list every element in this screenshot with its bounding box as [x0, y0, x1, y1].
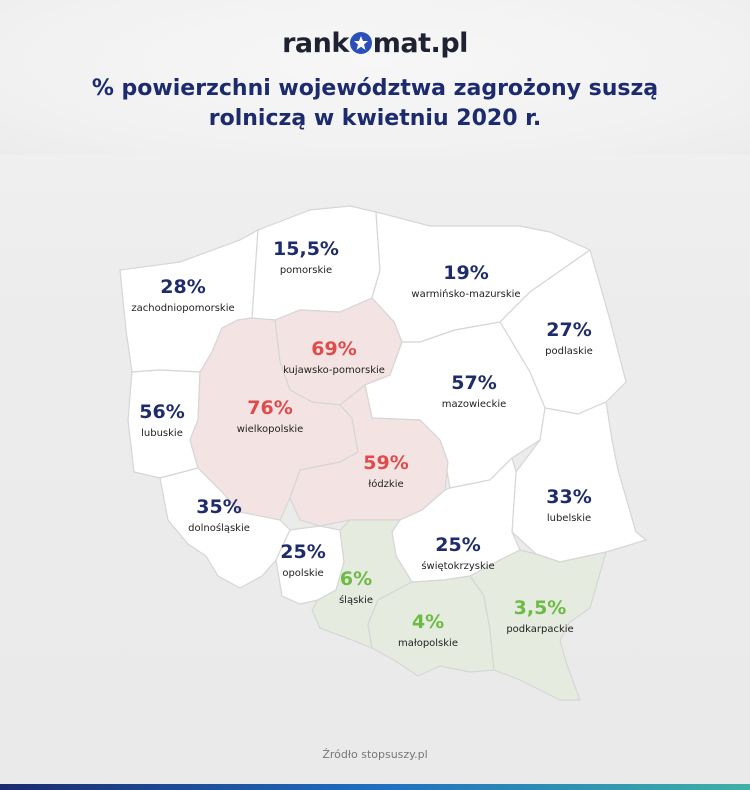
label-pomorskie: pomorskie — [280, 265, 332, 276]
value-podlaskie: 27% — [546, 319, 591, 341]
value-slaskie: 6% — [340, 568, 372, 590]
region-dolnoslaskie[interactable] — [159, 467, 291, 589]
value-lodzkie: 59% — [363, 452, 408, 474]
label-podlaskie: podlaskie — [545, 346, 593, 357]
value-pomorskie: 15,5% — [273, 238, 339, 260]
label-malopolskie: małopolskie — [398, 638, 458, 649]
source-note: Źródło stopsuszy.pl — [322, 748, 428, 761]
region-podkarpackie[interactable] — [469, 549, 607, 701]
value-lubuskie: 56% — [139, 401, 184, 423]
label-zachodniopomorskie: zachodniopomorskie — [131, 303, 234, 314]
value-lubelskie: 33% — [546, 486, 591, 508]
label-dolnoslaskie: dolnośląskie — [188, 522, 250, 534]
value-opolskie: 25% — [280, 541, 325, 563]
value-dolnoslaskie: 35% — [196, 496, 241, 518]
label-lodzkie: łódzkie — [368, 478, 403, 490]
value-swietokrzyskie: 25% — [435, 534, 480, 556]
value-malopolskie: 4% — [412, 611, 444, 633]
title-line-2: rolniczą w kwietniu 2020 r. — [208, 106, 542, 131]
label-warminsko: warmińsko-mazurskie — [411, 288, 520, 300]
value-podkarpackie: 3,5% — [514, 597, 567, 619]
region-lubuskie[interactable] — [127, 369, 201, 479]
header-band — [0, 0, 750, 155]
page-title: % powierzchni województwa zagrożony susz… — [0, 74, 750, 134]
label-podkarpackie: podkarpackie — [506, 624, 573, 635]
value-wielkopolskie: 76% — [247, 397, 292, 419]
label-kujawsko: kujawsko-pomorskie — [283, 365, 385, 376]
title-line-1: % powierzchni województwa zagrożony susz… — [91, 76, 659, 101]
label-lubuskie: lubuskie — [141, 428, 183, 439]
value-warminsko: 19% — [443, 262, 488, 284]
rankomat-logo: rank mat.pl — [282, 28, 468, 59]
star-icon — [349, 32, 372, 54]
label-wielkopolskie: wielkopolskie — [237, 424, 304, 435]
value-mazowieckie: 57% — [451, 372, 496, 394]
label-swietokrzyskie: świętokrzyskie — [421, 560, 494, 572]
bottom-gradient-bar — [0, 784, 750, 790]
value-zachodniopomorskie: 28% — [160, 276, 205, 298]
label-mazowieckie: mazowieckie — [442, 399, 507, 410]
label-lubelskie: lubelskie — [547, 513, 591, 524]
value-kujawsko: 69% — [311, 338, 356, 360]
label-slaskie: śląskie — [339, 594, 373, 606]
label-opolskie: opolskie — [282, 568, 323, 579]
